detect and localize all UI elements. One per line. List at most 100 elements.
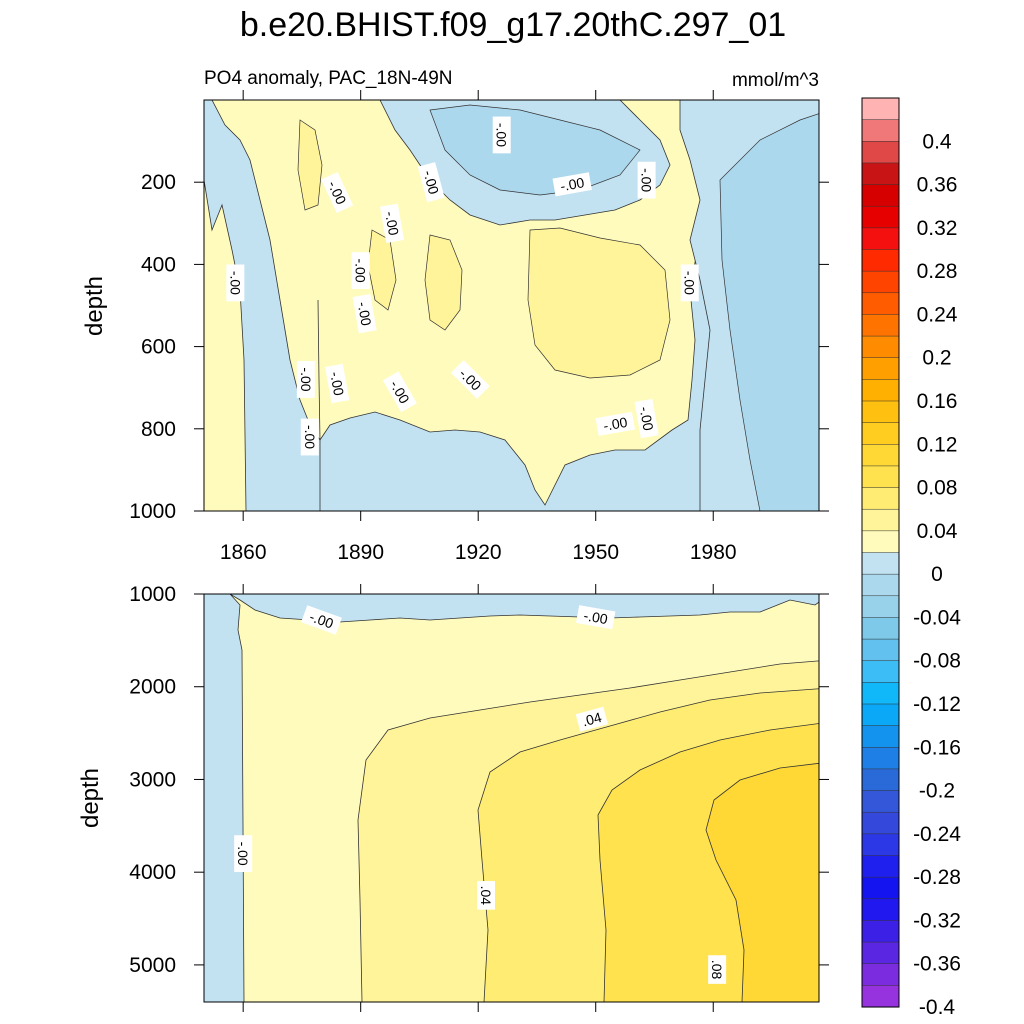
contour-label-text: -.00 xyxy=(353,259,369,283)
y-tick-label: 800 xyxy=(141,418,176,441)
colorbar-swatch xyxy=(861,270,900,294)
contour-label-bg xyxy=(450,360,490,399)
colorbar-label: 0 xyxy=(931,563,943,586)
contour-label: -.00 xyxy=(300,418,319,456)
colorbar-swatch xyxy=(861,119,900,142)
contour-label-text: .04 xyxy=(478,886,494,906)
colorbar-swatch xyxy=(861,790,900,813)
lower-frame xyxy=(203,593,820,1003)
colorbar-swatch xyxy=(861,638,900,662)
chart-title: b.e20.BHIST.f09_g17.20thC.297_01 xyxy=(240,6,786,44)
contour-label: -.00 xyxy=(234,835,253,873)
colorbar-label: 0.2 xyxy=(922,347,951,370)
y-tick-label: 1000 xyxy=(129,500,176,523)
colorbar-swatch xyxy=(861,400,900,424)
contour-label-text: -.00 xyxy=(582,607,609,627)
contour-label-text: .04 xyxy=(580,709,603,730)
colorbar-swatch xyxy=(861,162,900,186)
colorbar: 0.4 0.36 0.32 0.28 0.24 0.2 0.16 0.12 0.08 0.04 0 -… xyxy=(861,97,961,1019)
colorbar-label: -0.04 xyxy=(913,606,961,629)
colorbar-label: -0.4 xyxy=(919,996,956,1019)
contour-label: -.00 xyxy=(680,264,699,302)
contour-label-text: -.00 xyxy=(559,174,586,194)
contour-label-text: -.00 xyxy=(639,168,655,192)
x-tick-label: 1980 xyxy=(690,541,737,564)
colorbar-swatch xyxy=(861,747,900,770)
upper-field-deep-negative xyxy=(719,113,819,511)
colorbar-swatch xyxy=(861,811,900,835)
contour-label: -.00 xyxy=(226,264,245,302)
variable-label: PO4 anomaly, PAC_18N-49N xyxy=(204,68,453,89)
colorbar-label: 0.24 xyxy=(917,303,958,326)
contour-label-bg xyxy=(708,955,727,984)
upper-field-positive-core-3 xyxy=(297,119,323,211)
colorbar-label: -0.24 xyxy=(913,823,961,846)
colorbar-swatch xyxy=(861,292,900,315)
contour-label-bg xyxy=(477,881,496,910)
colorbar-swatch xyxy=(861,985,900,1008)
colorbar-swatch xyxy=(861,335,900,359)
colorbar-label: 0.12 xyxy=(917,433,958,456)
contour-label: -.00 xyxy=(379,203,405,243)
contour-label: -.00 xyxy=(325,363,350,404)
colorbar-label: -0.36 xyxy=(913,953,961,976)
colorbar-swatch xyxy=(861,660,900,683)
colorbar-swatch xyxy=(861,898,900,921)
contour-label-bg xyxy=(234,835,253,873)
colorbar-swatch xyxy=(861,487,900,510)
x-tick-label: 1890 xyxy=(337,541,384,564)
contour-label-bg xyxy=(680,264,699,302)
colorbar-swatch xyxy=(861,227,900,251)
contour-label-bg xyxy=(637,161,656,199)
units-label: mmol/m^3 xyxy=(732,70,819,91)
colorbar-swatch xyxy=(861,703,900,727)
contour-label-bg xyxy=(296,361,315,398)
contour-label: -.00 xyxy=(552,172,592,197)
colorbar-swatch xyxy=(861,941,900,965)
colorbar-swatch xyxy=(861,876,900,900)
contour-label-text: -.00 xyxy=(327,370,347,397)
contour-label-text: -.00 xyxy=(682,271,698,295)
contour-label-bg xyxy=(634,398,659,439)
contour-label: -.00 xyxy=(351,252,370,289)
colorbar-swatch xyxy=(861,963,900,986)
x-tick-label: 1950 xyxy=(572,541,619,564)
contour-label-bg xyxy=(595,411,635,436)
contour-label: .04 xyxy=(575,706,608,732)
x-tick-label: 1860 xyxy=(220,541,267,564)
colorbar-label: 0.08 xyxy=(917,477,958,500)
contour-label-text: .08 xyxy=(709,960,725,980)
colorbar-label: 0.36 xyxy=(917,174,958,197)
contour-label: -.00 xyxy=(417,162,445,203)
y-tick-label: 400 xyxy=(141,253,176,276)
contour-label-text: -.00 xyxy=(355,300,375,327)
lower-x-ticks xyxy=(242,584,714,1012)
y-tick-label: 1000 xyxy=(129,583,176,606)
x-tick-label: 1920 xyxy=(455,541,502,564)
y-tick-label: 600 xyxy=(141,336,176,359)
colorbar-label: 0.4 xyxy=(922,130,952,153)
colorbar-swatch xyxy=(861,573,900,597)
upper-contour-filament xyxy=(317,299,321,511)
colorbar-swatch xyxy=(861,855,900,878)
upper-y-axis-label: depth xyxy=(81,276,108,336)
contour-label-text: -.00 xyxy=(382,210,402,237)
colorbar-swatch xyxy=(861,768,900,792)
upper-field-positive-core-2 xyxy=(424,234,463,331)
colorbar-label: 0.16 xyxy=(917,390,958,413)
colorbar-swatch xyxy=(861,552,900,575)
contour-label-bg xyxy=(300,418,319,456)
contour-label-bg xyxy=(417,162,445,203)
colorbar-swatch xyxy=(861,249,900,272)
contour-label-text: -.00 xyxy=(298,367,314,391)
colorbar-swatch xyxy=(861,833,900,857)
lower-y-axis-label: depth xyxy=(77,768,104,828)
contour-label-bg xyxy=(226,264,245,302)
colorbar-label: -0.08 xyxy=(913,650,961,673)
contour-label-bg xyxy=(325,363,350,404)
upper-field-positive-core xyxy=(527,227,671,379)
colorbar-swatch xyxy=(861,97,900,121)
colorbar-label: -0.32 xyxy=(913,909,961,932)
contour-label-text: -.00 xyxy=(637,405,657,432)
